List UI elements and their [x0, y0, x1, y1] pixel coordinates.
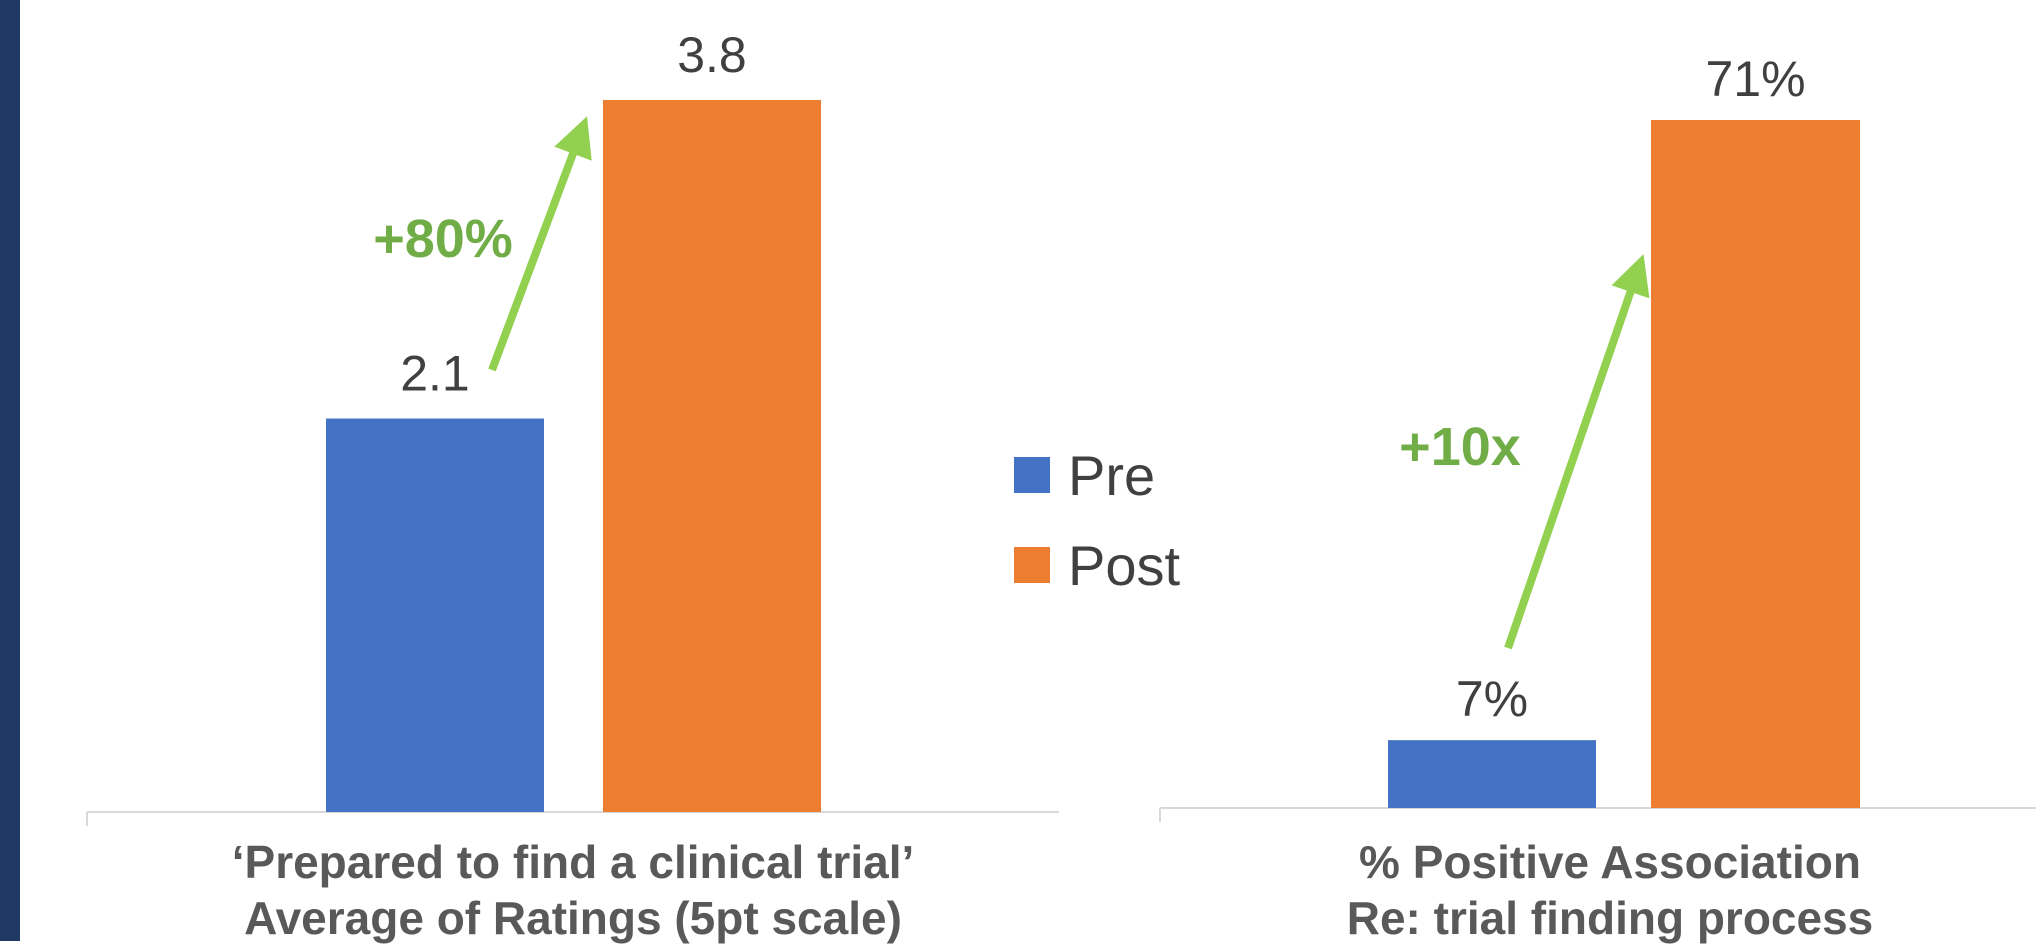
left-growth-arrow — [488, 116, 592, 372]
left-bar-pre — [326, 418, 544, 812]
left-caption-line-2: Average of Ratings (5pt scale) — [244, 892, 902, 944]
left-data-label-pre: 2.1 — [400, 346, 470, 402]
right-growth-annotation: +10x — [1399, 417, 1521, 477]
legend-swatch-post — [1014, 547, 1050, 583]
right-caption-line-1: % Positive Association — [1359, 836, 1861, 888]
legend-label-post: Post — [1068, 533, 1181, 597]
left-accent-stripe — [0, 0, 20, 941]
legend-label-pre: Pre — [1068, 443, 1156, 507]
right-data-label-pre: 7% — [1456, 671, 1528, 727]
left-chart-caption: ‘Prepared to find a clinical trial’ Aver… — [87, 834, 1059, 946]
right-bar-pre — [1388, 740, 1596, 808]
right-chart-caption: % Positive Association Re: trial finding… — [1160, 834, 2036, 946]
right-caption-line-2: Re: trial finding process — [1346, 892, 1874, 944]
legend-item-pre: Pre — [1014, 430, 1180, 520]
chart-legend: Pre Post — [1014, 430, 1180, 610]
left-bar-post — [603, 100, 821, 812]
legend-swatch-pre — [1014, 457, 1050, 493]
left-growth-annotation: +80% — [373, 209, 513, 269]
right-bar-post — [1651, 120, 1860, 808]
left-caption-line-1: ‘Prepared to find a clinical trial’ — [231, 836, 915, 888]
legend-item-post: Post — [1014, 520, 1180, 610]
right-data-label-post: 71% — [1705, 51, 1805, 107]
left-data-label-post: 3.8 — [677, 27, 747, 83]
right-growth-arrow — [1504, 254, 1650, 650]
